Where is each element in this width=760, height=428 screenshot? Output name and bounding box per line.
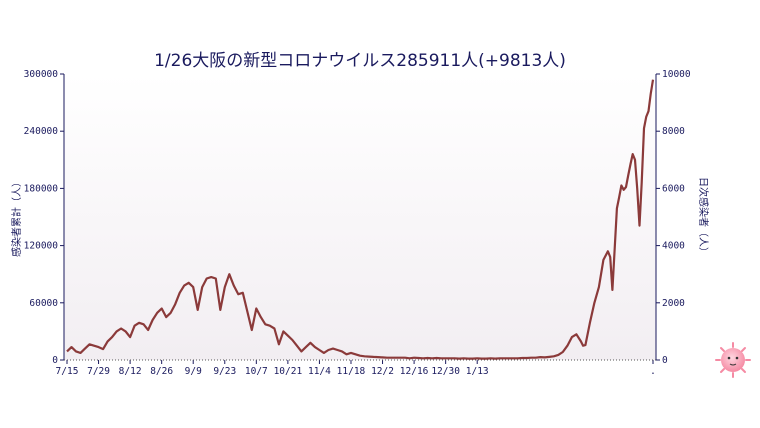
right-y-axis-label: 日次感染者（人） [697,177,710,257]
x-tick-label: 7/15 [56,366,79,377]
x-tick-label: 11/18 [337,366,366,377]
left-y-tick-label: 180000 [24,183,59,194]
x-tick-label: 12/2 [371,366,394,377]
left-y-tick-label: 300000 [24,69,59,80]
right-y-tick-label: 4000 [662,241,685,252]
x-tick-label: 9/23 [213,366,236,377]
series-layer [66,79,655,360]
x-tick-label: 12/30 [431,366,460,377]
x-tick-label: 10/7 [245,366,268,377]
right-y-axis-ticks: 0 2000 4000 6000 8000 10000 [656,69,691,366]
right-y-tick-label: 0 [662,355,668,366]
left-y-axis-label: 感染者累計（人） [10,177,23,257]
right-y-tick-label: 8000 [662,126,685,137]
x-tick-label: 10/21 [274,366,303,377]
left-y-tick-label: 60000 [29,298,58,309]
left-y-tick-label: 120000 [24,241,59,252]
x-axis-ticks: 7/15 7/29 8/12 8/26 9/9 9/23 10/7 10/21 11/4 11/1… [56,360,656,377]
virus-mascot-icon [715,342,751,378]
right-y-tick-label: 6000 [662,183,685,194]
left-y-tick-label: 0 [52,355,58,366]
series-line [66,79,655,360]
x-tick-label: 8/26 [150,366,173,377]
right-y-tick-label: 10000 [662,69,691,80]
left-y-tick-label: 240000 [24,126,59,137]
x-tick-label: 7/29 [87,366,110,377]
plot-area [64,74,656,360]
x-tick-label: 12/16 [400,366,429,377]
x-tick-label: 11/4 [308,366,331,377]
x-tick-label: 1/13 [466,366,489,377]
x-tick-label: 8/12 [119,366,142,377]
chart-title: 1/26大阪の新型コロナウイルス285911人(+9813人) [154,51,566,71]
x-tick-label: . [650,366,656,377]
left-y-axis-ticks: 0 60000 120000 180000 240000 300000 [24,69,64,366]
right-y-tick-label: 2000 [662,298,685,309]
x-tick-label: 9/9 [185,366,202,377]
